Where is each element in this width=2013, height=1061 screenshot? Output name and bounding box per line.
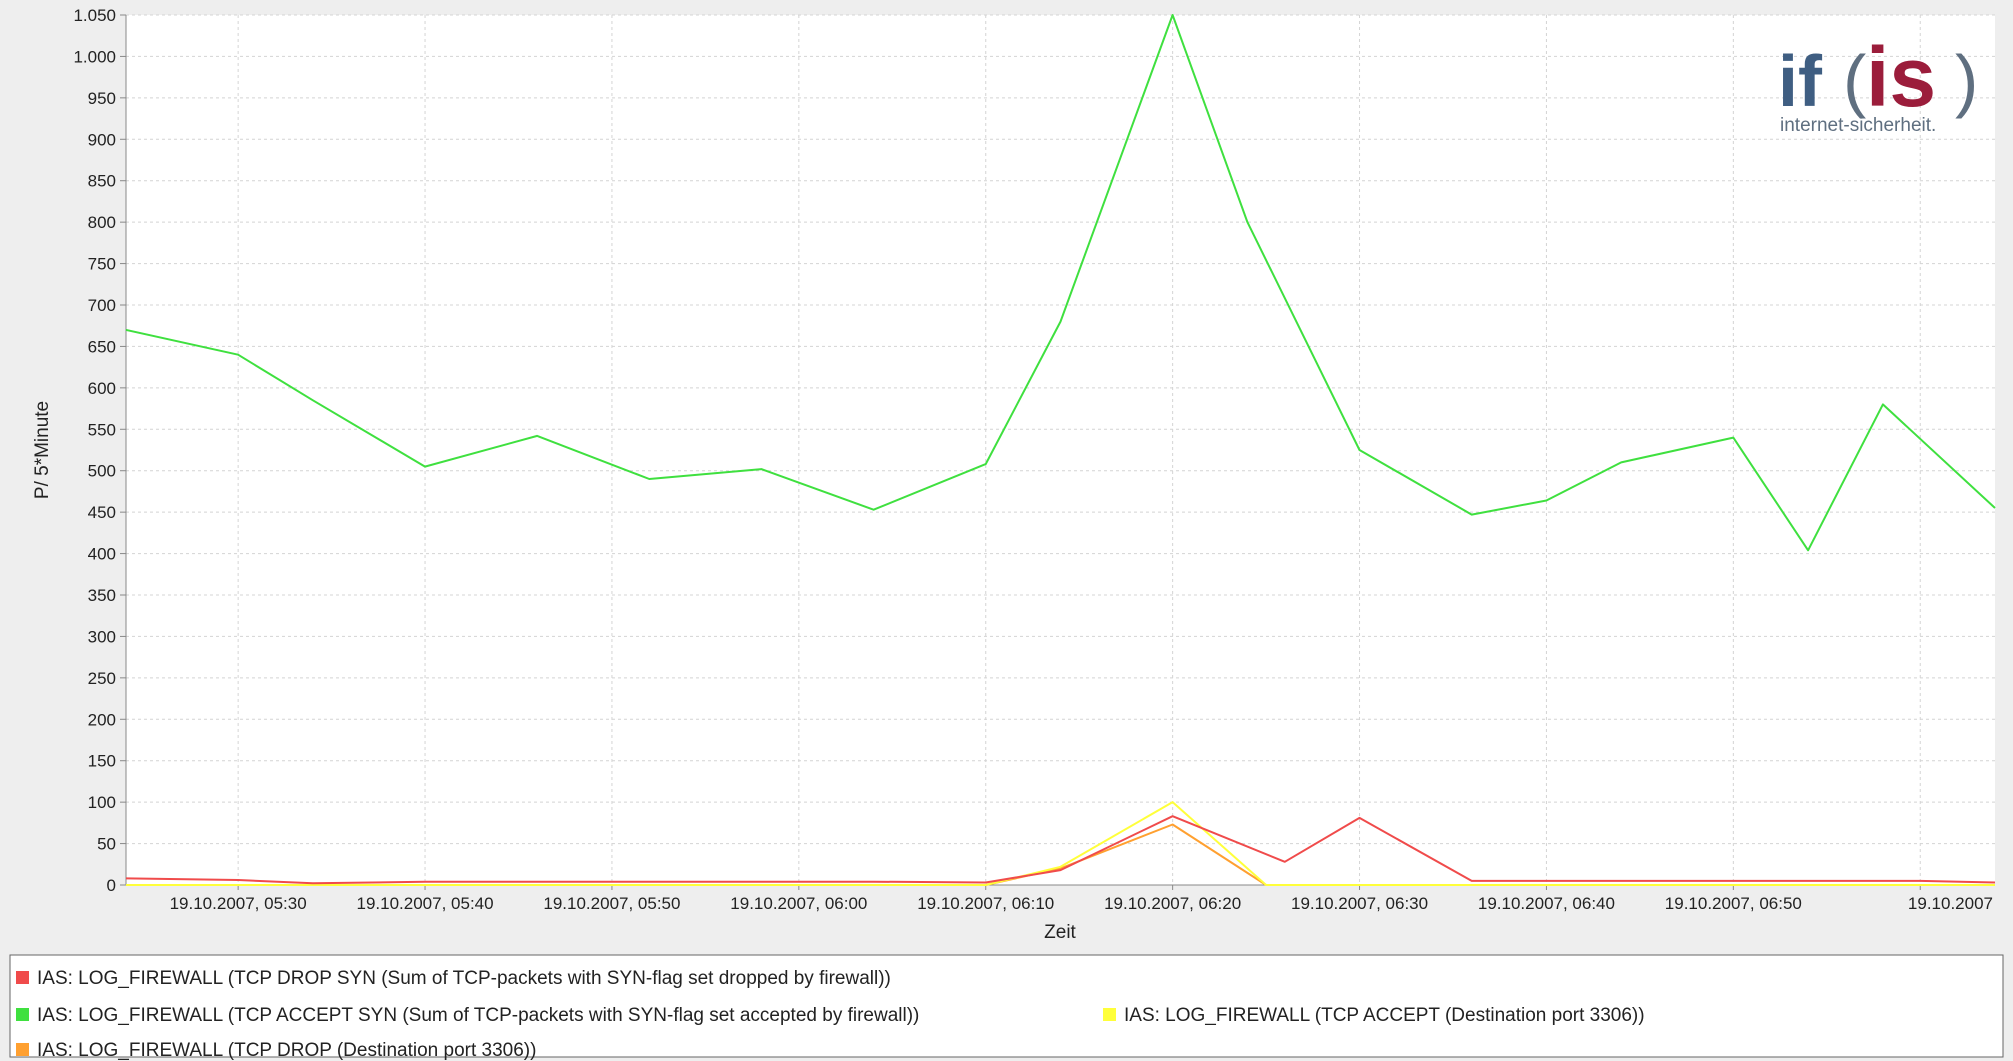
- legend-swatch: [16, 1008, 29, 1021]
- logo-mark-open: (: [1843, 41, 1866, 119]
- x-tick-label: 19.10.2007, 06:10: [917, 894, 1054, 913]
- y-tick-label: 300: [88, 627, 116, 646]
- legend-swatch: [1103, 1008, 1116, 1021]
- legend-swatch: [16, 1043, 29, 1056]
- legend-label: IAS: LOG_FIREWALL (TCP ACCEPT (Destinati…: [1124, 1005, 1645, 1026]
- y-tick-label: 550: [88, 420, 116, 439]
- y-tick-label: 1.000: [73, 47, 116, 66]
- y-tick-label: 950: [88, 89, 116, 108]
- y-tick-label: 0: [107, 876, 116, 895]
- x-axis-ticks: 19.10.2007, 05:30 19.10.2007, 05:40 19.10.…: [170, 885, 1993, 913]
- series-lines: [125, 14, 1996, 886]
- logo-mark-close: ): [1955, 41, 1978, 119]
- y-tick-label: 400: [88, 545, 116, 564]
- x-tick-label: 19.10.2007, 05:50: [543, 894, 680, 913]
- y-tick-label: 150: [88, 752, 116, 771]
- y-axis-ticks: 0 50 100 150 200 250 300 350 400 450 500 550 600 650 7…: [73, 6, 126, 895]
- plot-area: [126, 15, 1995, 885]
- y-tick-label: 250: [88, 669, 116, 688]
- x-tick-label: 19.10.2007, 06:20: [1104, 894, 1241, 913]
- y-tick-label: 800: [88, 213, 116, 232]
- ifis-logo: if ( is ) internet-sicherheit.: [1778, 30, 1978, 136]
- legend-item-drop-3306: IAS: LOG_FIREWALL (TCP DROP (Destination…: [16, 1040, 536, 1061]
- y-tick-label: 350: [88, 586, 116, 605]
- logo-mark-center: is: [1866, 30, 1936, 124]
- x-tick-label: 19.10.2007, 06:40: [1478, 894, 1615, 913]
- legend-label: IAS: LOG_FIREWALL (TCP ACCEPT SYN (Sum o…: [37, 1005, 919, 1026]
- legend-box: [9, 954, 2004, 1058]
- x-tick-label: 19.10.2007, 05:40: [357, 894, 494, 913]
- y-tick-label: 650: [88, 337, 116, 356]
- y-tick-label: 100: [88, 793, 116, 812]
- series-line-2: [126, 801, 1995, 886]
- series-line-1: [125, 14, 1996, 552]
- x-tick-label: 19.10.2007, 05:30: [170, 894, 307, 913]
- y-tick-label: 500: [88, 462, 116, 481]
- y-tick-label: 900: [88, 130, 116, 149]
- y-tick-label: 200: [88, 710, 116, 729]
- y-axis-title: P/ 5*Minute: [32, 401, 53, 499]
- logo-mark-left: if: [1778, 42, 1823, 122]
- y-tick-label: 450: [88, 503, 116, 522]
- logo-subtitle: internet-sicherheit.: [1780, 115, 1936, 136]
- x-axis-title: Zeit: [1044, 922, 1076, 943]
- grid: [126, 14, 1995, 886]
- x-tick-label: 19.10.2007: [1908, 894, 1993, 913]
- x-tick-label: 19.10.2007, 06:00: [730, 894, 867, 913]
- legend-swatch: [16, 971, 29, 984]
- legend-item-drop-syn: IAS: LOG_FIREWALL (TCP DROP SYN (Sum of …: [16, 968, 891, 989]
- y-tick-label: 600: [88, 379, 116, 398]
- y-tick-label: 1.050: [73, 6, 116, 25]
- series-line-0: [125, 815, 1996, 885]
- y-tick-label: 850: [88, 172, 116, 191]
- legend-label: IAS: LOG_FIREWALL (TCP DROP (Destination…: [37, 1040, 536, 1061]
- legend-item-accept-syn: IAS: LOG_FIREWALL (TCP ACCEPT SYN (Sum o…: [16, 1005, 919, 1026]
- y-tick-label: 700: [88, 296, 116, 315]
- legend-item-accept-3306: IAS: LOG_FIREWALL (TCP ACCEPT (Destinati…: [1103, 1005, 1645, 1026]
- y-tick-label: 50: [97, 835, 116, 854]
- y-tick-label: 750: [88, 255, 116, 274]
- legend-label: IAS: LOG_FIREWALL (TCP DROP SYN (Sum of …: [37, 968, 891, 989]
- x-tick-label: 19.10.2007, 06:50: [1665, 894, 1802, 913]
- x-tick-label: 19.10.2007, 06:30: [1291, 894, 1428, 913]
